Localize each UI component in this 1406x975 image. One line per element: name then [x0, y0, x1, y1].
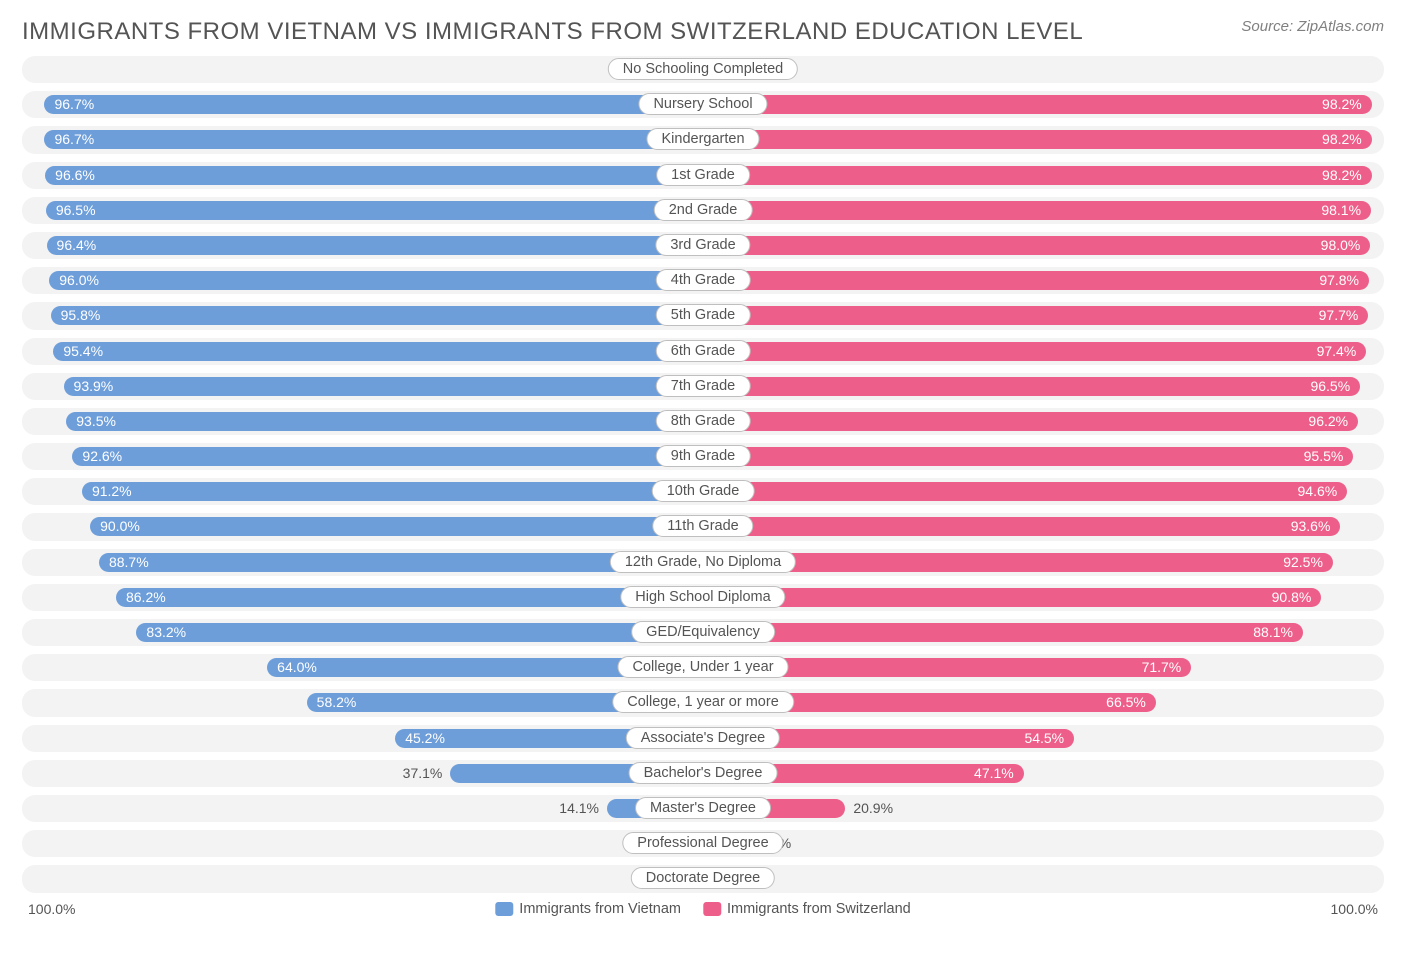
- category-label: 5th Grade: [656, 304, 751, 326]
- legend-label-right: Immigrants from Switzerland: [727, 901, 911, 917]
- pct-label-left: 95.8%: [51, 306, 703, 325]
- category-label: Professional Degree: [622, 832, 783, 854]
- chart-rows: 3.3%1.8%No Schooling Completed96.7%98.2%…: [0, 52, 1406, 897]
- pct-label-right: 98.2%: [703, 130, 1372, 149]
- pct-label-right: 20.9%: [845, 799, 893, 818]
- pct-label-right: 98.2%: [703, 166, 1372, 185]
- pct-label-right: 88.1%: [703, 623, 1303, 642]
- legend-item-right: Immigrants from Switzerland: [703, 901, 911, 917]
- pct-label-left: 92.6%: [72, 447, 703, 466]
- pct-label-left: 96.5%: [46, 201, 703, 220]
- chart-row: 14.1% 20.9% Master's Degree: [22, 791, 1384, 826]
- category-label: Doctorate Degree: [631, 867, 775, 889]
- chart-row: 58.2%66.5%College, 1 year or more: [22, 685, 1384, 720]
- chart-row: 86.2%90.8%High School Diploma: [22, 580, 1384, 615]
- pct-label-left: 96.0%: [49, 271, 703, 290]
- chart-row: 96.0%97.8%4th Grade: [22, 263, 1384, 298]
- chart-row: 93.9%96.5%7th Grade: [22, 369, 1384, 404]
- category-label: 12th Grade, No Diploma: [610, 551, 796, 573]
- category-label: Master's Degree: [635, 797, 771, 819]
- category-label: 10th Grade: [652, 480, 755, 502]
- category-label: College, 1 year or more: [612, 691, 794, 713]
- source-prefix: Source:: [1241, 18, 1297, 35]
- chart-row: 45.2%54.5%Associate's Degree: [22, 721, 1384, 756]
- chart-row: 96.4%98.0%3rd Grade: [22, 228, 1384, 263]
- category-label: Nursery School: [638, 93, 767, 115]
- legend-swatch-right: [703, 902, 721, 916]
- pct-label-left: 91.2%: [82, 482, 703, 501]
- pct-label-left: 14.1%: [559, 799, 607, 818]
- pct-label-left: 90.0%: [90, 517, 703, 536]
- chart-row: 96.7%98.2%Kindergarten: [22, 122, 1384, 157]
- category-label: 2nd Grade: [654, 199, 753, 221]
- chart-row: 92.6%95.5%9th Grade: [22, 439, 1384, 474]
- category-label: High School Diploma: [620, 586, 785, 608]
- pct-label-right: 95.5%: [703, 447, 1353, 466]
- chart-row: 91.2%94.6%10th Grade: [22, 474, 1384, 509]
- chart-header: IMMIGRANTS FROM VIETNAM VS IMMIGRANTS FR…: [0, 0, 1406, 52]
- category-label: 7th Grade: [656, 375, 751, 397]
- pct-label-left: 37.1%: [403, 764, 451, 783]
- pct-label-left: 95.4%: [53, 342, 703, 361]
- chart-row: 3.3%1.8%No Schooling Completed: [22, 52, 1384, 87]
- legend-item-left: Immigrants from Vietnam: [495, 901, 681, 917]
- pct-label-right: 97.4%: [703, 342, 1366, 361]
- category-label: College, Under 1 year: [617, 656, 788, 678]
- chart-container: IMMIGRANTS FROM VIETNAM VS IMMIGRANTS FR…: [0, 0, 1406, 975]
- category-label: Associate's Degree: [626, 727, 780, 749]
- chart-title: IMMIGRANTS FROM VIETNAM VS IMMIGRANTS FR…: [22, 18, 1083, 46]
- pct-label-left: 93.5%: [66, 412, 703, 431]
- pct-label-right: 97.8%: [703, 271, 1369, 290]
- pct-label-right: 90.8%: [703, 588, 1321, 607]
- category-label: Kindergarten: [646, 128, 759, 150]
- chart-row: 83.2%88.1%GED/Equivalency: [22, 615, 1384, 650]
- chart-row: 90.0%93.6%11th Grade: [22, 509, 1384, 544]
- category-label: 9th Grade: [656, 445, 751, 467]
- pct-label-right: 96.2%: [703, 412, 1358, 431]
- pct-label-right: 97.7%: [703, 306, 1368, 325]
- category-label: 8th Grade: [656, 410, 751, 432]
- pct-label-right: 92.5%: [703, 553, 1333, 572]
- source-name: ZipAtlas.com: [1297, 18, 1384, 35]
- category-label: No Schooling Completed: [608, 58, 798, 80]
- pct-label-right: 94.6%: [703, 482, 1347, 501]
- pct-label-left: 83.2%: [136, 623, 703, 642]
- chart-row: 4.0%7.1%Professional Degree: [22, 826, 1384, 861]
- chart-row: 64.0%71.7%College, Under 1 year: [22, 650, 1384, 685]
- category-label: 3rd Grade: [655, 234, 750, 256]
- pct-label-right: 93.6%: [703, 517, 1340, 536]
- pct-label-left: 96.4%: [47, 236, 703, 255]
- pct-label-left: 96.6%: [45, 166, 703, 185]
- pct-label-left: 96.7%: [44, 130, 703, 149]
- pct-label-left: 96.7%: [44, 95, 703, 114]
- pct-label-right: 96.5%: [703, 377, 1360, 396]
- category-label: GED/Equivalency: [631, 621, 775, 643]
- chart-row: 1.8%3.1%Doctorate Degree: [22, 861, 1384, 896]
- pct-label-right: 98.2%: [703, 95, 1372, 114]
- chart-footer: 100.0% Immigrants from Vietnam Immigrant…: [0, 897, 1406, 927]
- chart-row: 37.1%47.1%Bachelor's Degree: [22, 756, 1384, 791]
- pct-label-left: 86.2%: [116, 588, 703, 607]
- legend: Immigrants from Vietnam Immigrants from …: [495, 901, 910, 917]
- legend-label-left: Immigrants from Vietnam: [519, 901, 681, 917]
- category-label: 1st Grade: [656, 164, 750, 186]
- chart-row: 95.8%97.7%5th Grade: [22, 298, 1384, 333]
- category-label: 4th Grade: [656, 269, 751, 291]
- chart-row: 95.4%97.4%6th Grade: [22, 334, 1384, 369]
- category-label: 11th Grade: [652, 515, 753, 537]
- chart-row: 96.5%98.1%2nd Grade: [22, 193, 1384, 228]
- chart-row: 96.7%98.2%Nursery School: [22, 87, 1384, 122]
- axis-label-left: 100.0%: [28, 901, 75, 917]
- chart-row: 88.7%92.5%12th Grade, No Diploma: [22, 545, 1384, 580]
- chart-row: 96.6%98.2%1st Grade: [22, 158, 1384, 193]
- category-label: 6th Grade: [656, 340, 751, 362]
- source-attribution: Source: ZipAtlas.com: [1241, 18, 1384, 35]
- legend-swatch-left: [495, 902, 513, 916]
- pct-label-left: 93.9%: [64, 377, 703, 396]
- chart-row: 93.5%96.2%8th Grade: [22, 404, 1384, 439]
- axis-label-right: 100.0%: [1331, 901, 1378, 917]
- category-label: Bachelor's Degree: [629, 762, 778, 784]
- pct-label-right: 98.1%: [703, 201, 1371, 220]
- pct-label-right: 98.0%: [703, 236, 1370, 255]
